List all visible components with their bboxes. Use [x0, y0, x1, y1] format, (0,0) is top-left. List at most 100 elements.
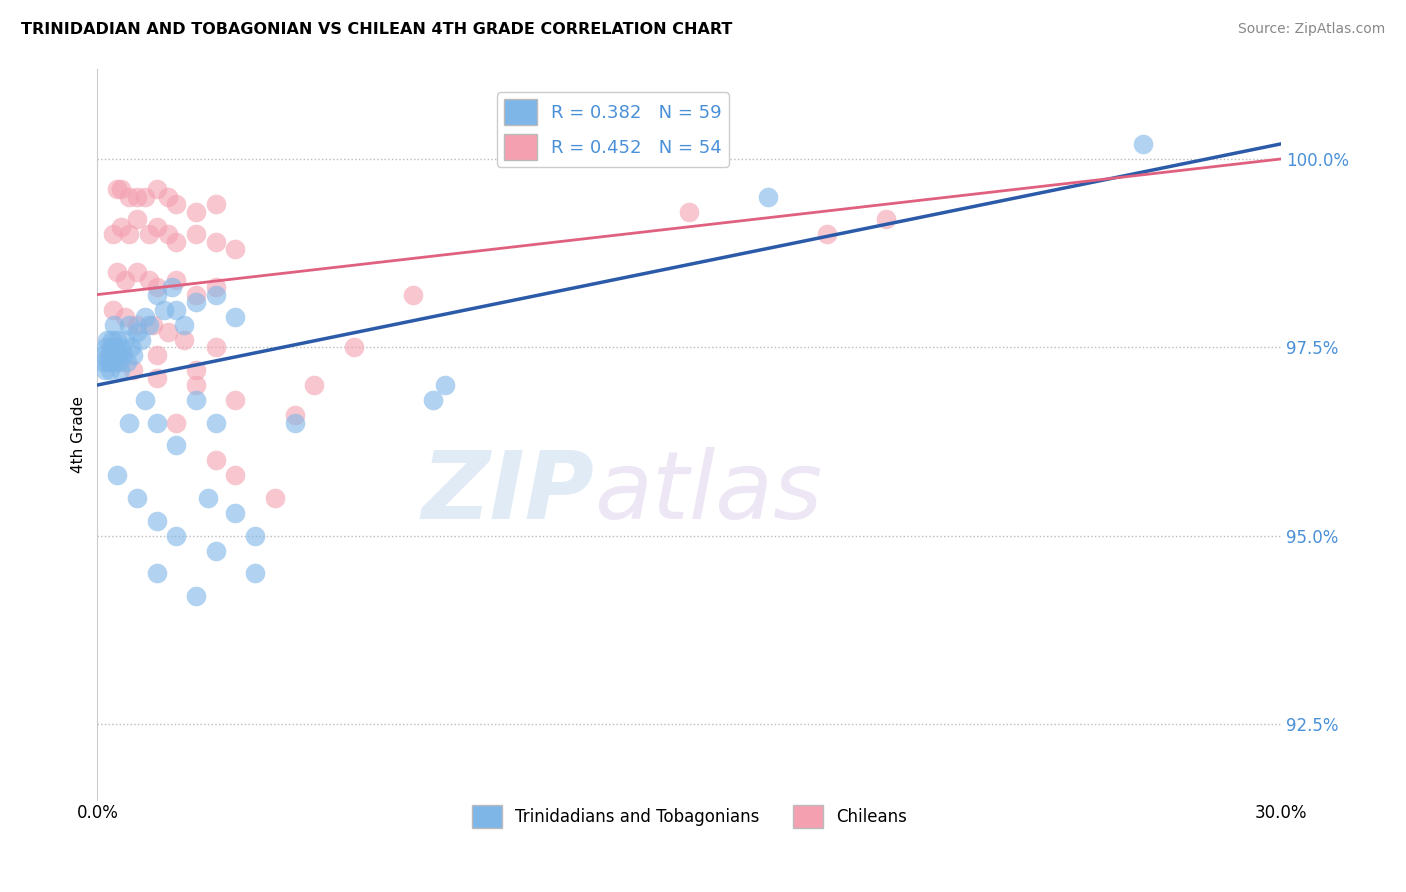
- Point: [103, 318, 125, 332]
- Point: [125, 491, 148, 505]
- Point: [118, 227, 141, 242]
- Point: [101, 302, 124, 317]
- Point: [138, 272, 160, 286]
- Point: [115, 355, 138, 369]
- Point: [134, 189, 156, 203]
- Point: [105, 265, 128, 279]
- Point: [100, 340, 122, 354]
- Point: [108, 355, 131, 369]
- Point: [145, 370, 167, 384]
- Point: [204, 235, 226, 249]
- Point: [129, 333, 152, 347]
- Point: [165, 302, 187, 317]
- Point: [91, 355, 114, 369]
- Point: [110, 182, 132, 196]
- Point: [224, 506, 246, 520]
- Point: [343, 340, 366, 354]
- Point: [125, 212, 148, 227]
- Point: [224, 310, 246, 325]
- Point: [105, 355, 128, 369]
- Point: [105, 468, 128, 483]
- Point: [98, 348, 121, 362]
- Point: [184, 393, 207, 408]
- Point: [153, 302, 176, 317]
- Point: [165, 416, 187, 430]
- Text: Source: ZipAtlas.com: Source: ZipAtlas.com: [1237, 22, 1385, 37]
- Point: [105, 182, 128, 196]
- Point: [304, 378, 326, 392]
- Point: [145, 416, 167, 430]
- Point: [145, 566, 167, 581]
- Text: TRINIDADIAN AND TOBAGONIAN VS CHILEAN 4TH GRADE CORRELATION CHART: TRINIDADIAN AND TOBAGONIAN VS CHILEAN 4T…: [21, 22, 733, 37]
- Point: [284, 416, 307, 430]
- Point: [165, 529, 187, 543]
- Point: [125, 189, 148, 203]
- Point: [184, 378, 207, 392]
- Point: [243, 529, 266, 543]
- Point: [204, 287, 226, 301]
- Point: [165, 235, 187, 249]
- Point: [173, 318, 195, 332]
- Point: [118, 416, 141, 430]
- Point: [111, 348, 134, 362]
- Point: [145, 182, 167, 196]
- Point: [104, 340, 127, 354]
- Text: ZIP: ZIP: [422, 447, 595, 539]
- Point: [93, 348, 115, 362]
- Point: [101, 333, 124, 347]
- Point: [422, 393, 444, 408]
- Point: [165, 197, 187, 211]
- Point: [678, 204, 700, 219]
- Point: [224, 468, 246, 483]
- Legend: Trinidadians and Tobagonians, Chileans: Trinidadians and Tobagonians, Chileans: [465, 798, 914, 835]
- Point: [204, 197, 226, 211]
- Point: [94, 363, 117, 377]
- Point: [184, 227, 207, 242]
- Point: [142, 318, 165, 332]
- Point: [125, 265, 148, 279]
- Point: [145, 219, 167, 234]
- Point: [110, 340, 132, 354]
- Point: [97, 355, 120, 369]
- Point: [402, 287, 425, 301]
- Text: atlas: atlas: [595, 447, 823, 538]
- Point: [138, 318, 160, 332]
- Point: [284, 408, 307, 422]
- Point: [114, 310, 136, 325]
- Point: [118, 189, 141, 203]
- Point: [224, 243, 246, 257]
- Point: [184, 204, 207, 219]
- Point: [875, 212, 897, 227]
- Point: [145, 287, 167, 301]
- Point: [120, 340, 142, 354]
- Point: [157, 189, 180, 203]
- Point: [138, 227, 160, 242]
- Point: [1132, 136, 1154, 151]
- Y-axis label: 4th Grade: 4th Grade: [72, 395, 86, 473]
- Point: [101, 227, 124, 242]
- Point: [184, 589, 207, 603]
- Point: [204, 453, 226, 467]
- Point: [118, 318, 141, 332]
- Point: [165, 438, 187, 452]
- Point: [105, 333, 128, 347]
- Point: [121, 363, 143, 377]
- Point: [94, 340, 117, 354]
- Point: [162, 280, 184, 294]
- Point: [96, 333, 118, 347]
- Point: [125, 326, 148, 340]
- Point: [184, 363, 207, 377]
- Point: [184, 287, 207, 301]
- Point: [204, 416, 226, 430]
- Point: [145, 280, 167, 294]
- Point: [433, 378, 456, 392]
- Point: [114, 333, 136, 347]
- Point: [145, 348, 167, 362]
- Point: [204, 544, 226, 558]
- Point: [157, 326, 180, 340]
- Point: [157, 227, 180, 242]
- Point: [165, 272, 187, 286]
- Point: [114, 272, 136, 286]
- Point: [173, 333, 195, 347]
- Point: [107, 348, 129, 362]
